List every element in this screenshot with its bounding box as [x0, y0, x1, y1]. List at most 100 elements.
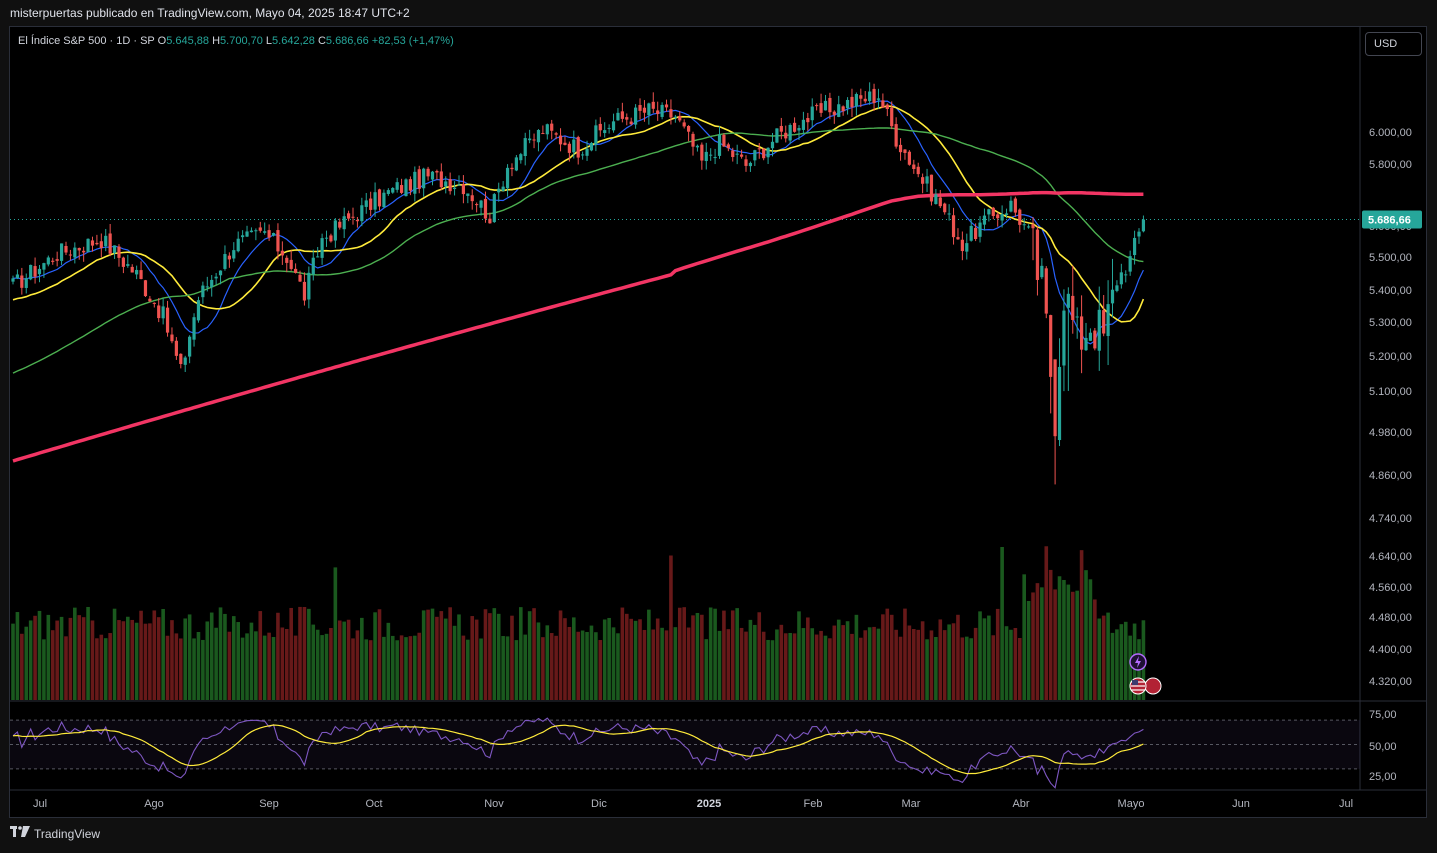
volume-bar: [964, 636, 969, 700]
price-axis-label: 4.640,00: [1369, 551, 1412, 563]
price-axis-label: 5.500,00: [1369, 252, 1412, 264]
volume-bar: [483, 609, 488, 700]
volume-bar: [1053, 589, 1057, 700]
open-value: 5.645,88: [166, 35, 210, 47]
price-axis-label: 4.980,00: [1369, 427, 1412, 439]
volume-bar: [982, 618, 987, 700]
candle-body: [876, 98, 881, 100]
volume-bar: [748, 619, 753, 700]
candle-body: [951, 215, 956, 238]
volume-bar: [664, 630, 669, 700]
candle-body: [943, 203, 947, 213]
candle-body: [965, 243, 969, 252]
volume-bar: [187, 614, 192, 700]
volume-bar: [236, 622, 240, 700]
candle-body: [642, 107, 647, 113]
candle-body: [1088, 332, 1093, 341]
volume-bar: [554, 635, 558, 700]
candle-body: [762, 148, 766, 159]
candle-body: [413, 171, 417, 194]
time-axis-label: Mar: [902, 798, 921, 810]
candle-body: [850, 96, 854, 108]
candle-body: [991, 207, 995, 216]
volume-bar: [390, 635, 395, 700]
candle-body: [921, 177, 925, 184]
candle-body: [660, 104, 664, 117]
volume-bar: [351, 638, 355, 700]
volume-bar: [90, 620, 95, 700]
candle-body: [139, 270, 143, 279]
candle-body: [651, 101, 655, 109]
candle-body: [629, 121, 633, 125]
volume-bar: [779, 624, 784, 700]
candle-body: [757, 148, 761, 150]
volume-bar: [152, 610, 157, 700]
volume-bar: [466, 639, 470, 700]
candle-body: [1093, 330, 1097, 349]
tradingview-logo-icon: [10, 826, 30, 841]
time-axis-label: Ago: [144, 798, 164, 810]
candle-body: [1141, 219, 1146, 232]
volume-bar: [938, 619, 943, 700]
currency-button[interactable]: USD: [1365, 32, 1422, 56]
volume-bar: [987, 615, 991, 700]
candle-body: [276, 230, 280, 252]
candle-body: [444, 181, 448, 187]
candle-body: [395, 182, 399, 190]
volume-bar: [867, 627, 872, 700]
candle-body: [510, 167, 514, 170]
candle-body: [232, 250, 236, 259]
volume-bar: [920, 621, 925, 700]
candle-body: [196, 300, 201, 321]
volume-bar: [651, 629, 656, 700]
candle-body: [611, 121, 616, 131]
time-axis-label: 2025: [697, 798, 721, 810]
candle-body: [417, 169, 421, 189]
volume-bar: [973, 627, 978, 700]
candle-body: [364, 200, 368, 207]
candle-body: [554, 133, 558, 135]
candle-body: [859, 95, 863, 99]
candle-body: [739, 154, 744, 157]
volume-bar: [1084, 570, 1088, 700]
volume-bar: [828, 638, 832, 700]
volume-bar: [819, 630, 823, 700]
volume-bar: [1128, 635, 1132, 700]
candle-body: [726, 144, 730, 149]
volume-bar: [792, 633, 797, 700]
footer-brand[interactable]: TradingView: [10, 826, 100, 841]
volume-bar: [148, 623, 152, 700]
candle-body: [735, 153, 739, 155]
candle-body: [404, 179, 408, 197]
volume-bar: [876, 628, 881, 700]
candle-body: [996, 214, 1000, 219]
volume-bar: [571, 617, 576, 700]
volume-bar: [50, 630, 55, 700]
candle-body: [280, 250, 284, 256]
candle-body: [801, 119, 806, 130]
candle-body: [165, 307, 170, 333]
candle-body: [42, 263, 46, 270]
volume-bar: [558, 610, 563, 700]
volume-bar: [951, 623, 956, 700]
price-axis-label: 4.560,00: [1369, 582, 1412, 594]
candle-body: [311, 257, 315, 275]
candle-body: [1110, 289, 1115, 304]
volume-bar: [311, 624, 316, 700]
candle-body: [1044, 268, 1048, 314]
candle-body: [99, 241, 103, 249]
volume-bar: [585, 631, 589, 700]
volume-bar: [673, 627, 678, 700]
volume-bar: [519, 607, 523, 700]
volume-bar: [271, 636, 276, 700]
close-value: 5.686,66: [325, 35, 369, 47]
candle-body: [779, 125, 783, 132]
time-axis-label: Jul: [33, 798, 47, 810]
volume-bar: [267, 632, 271, 700]
volume-bar: [942, 630, 947, 700]
volume-bar: [797, 611, 801, 700]
candle-body: [24, 278, 28, 288]
rsi-axis-label: 25,00: [1369, 771, 1397, 783]
volume-bar: [1035, 583, 1040, 700]
